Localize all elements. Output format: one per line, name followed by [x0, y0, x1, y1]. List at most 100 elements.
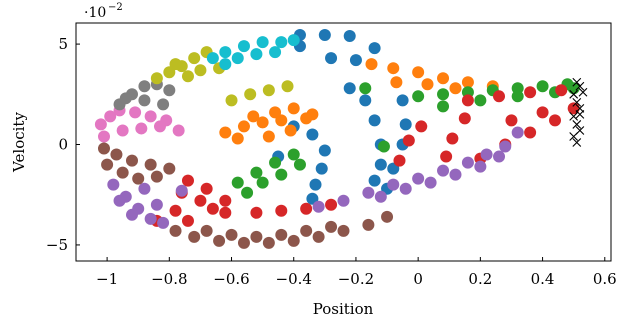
data-point: [169, 204, 182, 217]
data-point: [343, 30, 356, 43]
data-point: [446, 132, 459, 145]
plot-frame: [75, 22, 612, 262]
data-point: [325, 52, 338, 65]
data-point: [116, 124, 129, 137]
data-point: [387, 178, 400, 191]
data-point: [437, 72, 450, 85]
data-point: [511, 90, 524, 103]
data-point: [269, 156, 282, 169]
series-9: [206, 34, 300, 71]
data-point: [458, 112, 471, 125]
data-point: [219, 126, 232, 139]
data-point: [374, 158, 387, 171]
series-7: [113, 78, 176, 111]
data-point: [181, 174, 194, 187]
data-point: [213, 234, 226, 247]
data-point: [300, 202, 313, 215]
x-marker: [575, 81, 585, 91]
x-tick-label: 0: [413, 270, 423, 288]
data-point: [306, 128, 319, 141]
y-axis-label: Velocity: [10, 112, 28, 173]
data-point: [250, 230, 263, 243]
x-marker: [575, 109, 585, 119]
data-point: [250, 206, 263, 219]
data-point: [325, 220, 338, 233]
data-point: [175, 184, 188, 197]
data-point: [256, 116, 269, 129]
data-point: [461, 156, 474, 169]
x-axis: −1 −0.8 −0.6 −0.4 −0.2 0 0.2 0.4 0.6: [96, 257, 617, 288]
data-point: [256, 176, 269, 189]
data-point: [281, 80, 294, 93]
data-point: [368, 42, 381, 55]
data-point: [287, 34, 300, 47]
data-point: [206, 202, 219, 215]
data-point: [231, 52, 244, 65]
data-point: [368, 114, 381, 127]
data-point: [262, 130, 275, 143]
y-axis: −5 0 5: [46, 35, 80, 254]
data-point: [275, 228, 288, 241]
data-point: [555, 84, 568, 97]
data-point: [275, 204, 288, 217]
data-point: [231, 132, 244, 145]
data-point: [524, 86, 537, 99]
data-point: [499, 140, 512, 153]
data-point: [188, 230, 201, 243]
data-point: [163, 84, 176, 97]
data-point: [461, 76, 474, 89]
x-tick-label: −0.8: [151, 270, 187, 288]
data-point: [269, 106, 282, 119]
data-point: [157, 216, 170, 229]
x-axis-label: Position: [313, 300, 374, 318]
x-marker: [569, 132, 579, 141]
y-tick-label: −5: [46, 236, 68, 254]
series-8: [150, 46, 294, 107]
data-point: [262, 236, 275, 249]
data-marks: [94, 29, 588, 249]
series-0: [272, 29, 412, 205]
data-point: [421, 78, 434, 91]
data-point: [269, 46, 282, 59]
data-point: [337, 224, 350, 237]
data-point: [125, 208, 138, 221]
data-point: [138, 182, 151, 195]
data-point: [359, 82, 372, 95]
data-point: [97, 142, 110, 155]
data-point: [200, 182, 213, 195]
data-point: [237, 236, 250, 249]
data-point: [437, 100, 450, 113]
data-point: [241, 186, 254, 199]
data-point: [415, 120, 428, 133]
data-point: [449, 82, 462, 95]
data-point: [536, 106, 549, 119]
data-point: [390, 76, 403, 89]
data-point: [312, 200, 325, 213]
data-point: [300, 112, 313, 125]
data-point: [125, 154, 138, 167]
data-point: [129, 106, 142, 119]
data-point: [194, 194, 207, 207]
data-point: [359, 94, 372, 107]
data-point: [104, 110, 117, 123]
data-point: [150, 198, 163, 211]
data-point: [250, 48, 263, 61]
data-point: [163, 162, 176, 175]
series-6: [94, 104, 185, 143]
data-point: [440, 150, 453, 163]
data-point: [312, 230, 325, 243]
data-point: [275, 168, 288, 181]
y-scale-note: ·10 −2: [84, 2, 123, 21]
data-point: [256, 36, 269, 49]
data-point: [101, 158, 114, 171]
data-point: [132, 172, 145, 185]
data-point: [349, 54, 362, 67]
y-scale-exponent: −2: [108, 2, 123, 13]
data-point: [150, 170, 163, 183]
data-point: [393, 154, 406, 167]
data-point: [300, 224, 313, 237]
data-point: [318, 144, 331, 157]
data-point: [374, 190, 387, 203]
x-marker: [572, 77, 582, 87]
x-tick-label: 0.6: [593, 270, 617, 288]
